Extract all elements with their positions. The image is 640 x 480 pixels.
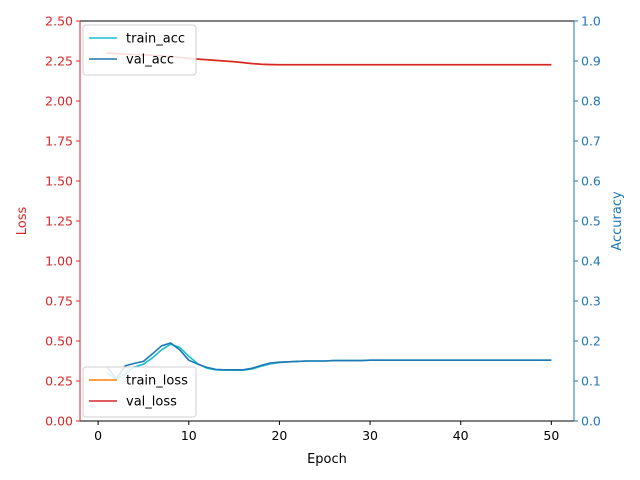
y-right-axis-label: Accuracy xyxy=(610,191,625,251)
legend-label-val_loss: val_loss xyxy=(126,395,177,410)
x-tick-label: 0 xyxy=(94,428,102,443)
x-tick-label: 30 xyxy=(362,428,378,443)
y-right-tick-label: 0.3 xyxy=(581,294,601,309)
y-right-tick-label: 0.1 xyxy=(581,374,601,389)
y-left-tick-label: 0.00 xyxy=(45,414,73,429)
legend-label-train_loss: train_loss xyxy=(126,374,188,389)
x-axis-label: Epoch xyxy=(307,452,347,467)
y-left-tick-label: 0.25 xyxy=(45,374,73,389)
y-left-axis-label: Loss xyxy=(15,207,30,236)
x-tick-label: 20 xyxy=(271,428,287,443)
legend-label-val_acc: val_acc xyxy=(126,53,174,68)
x-tick-label: 10 xyxy=(181,428,197,443)
series-line-val_acc xyxy=(106,342,552,380)
y-left-tick-label: 2.25 xyxy=(45,54,73,69)
y-left-tick-label: 2.00 xyxy=(45,94,73,109)
y-right-tick-label: 0.2 xyxy=(581,334,601,349)
y-left-tick-label: 2.50 xyxy=(45,14,73,29)
legend-layer: train_acc val_acc train_loss val_loss xyxy=(82,24,197,418)
y-left-tick-label: 1.50 xyxy=(45,174,73,189)
y-right-tick-label: 0.5 xyxy=(581,214,601,229)
x-tick-label: 50 xyxy=(543,428,559,443)
y-right-tick-label: 0.7 xyxy=(581,134,601,149)
y-left-tick-label: 0.50 xyxy=(45,334,73,349)
y-right-tick-label: 0.0 xyxy=(581,414,601,429)
y-right-tick-label: 0.4 xyxy=(581,254,601,269)
y-right-tick-label: 0.8 xyxy=(581,94,601,109)
y-right-tick-label: 1.0 xyxy=(581,14,601,29)
y-right-tick-label: 0.6 xyxy=(581,174,601,189)
legend-label-train_acc: train_acc xyxy=(126,32,185,47)
x-tick-label: 40 xyxy=(453,428,469,443)
y-left-tick-label: 1.25 xyxy=(45,214,73,229)
y-left-tick-label: 1.00 xyxy=(45,254,73,269)
y-left-tick-label: 0.75 xyxy=(45,294,73,309)
axes-layer: 0 10 20 30 40 50 0.00 0.25 0.50 0.75 1.00 1.25 1.50 1… xyxy=(15,14,625,468)
y-left-tick-label: 1.75 xyxy=(45,134,73,149)
y-right-tick-label: 0.9 xyxy=(581,54,601,69)
